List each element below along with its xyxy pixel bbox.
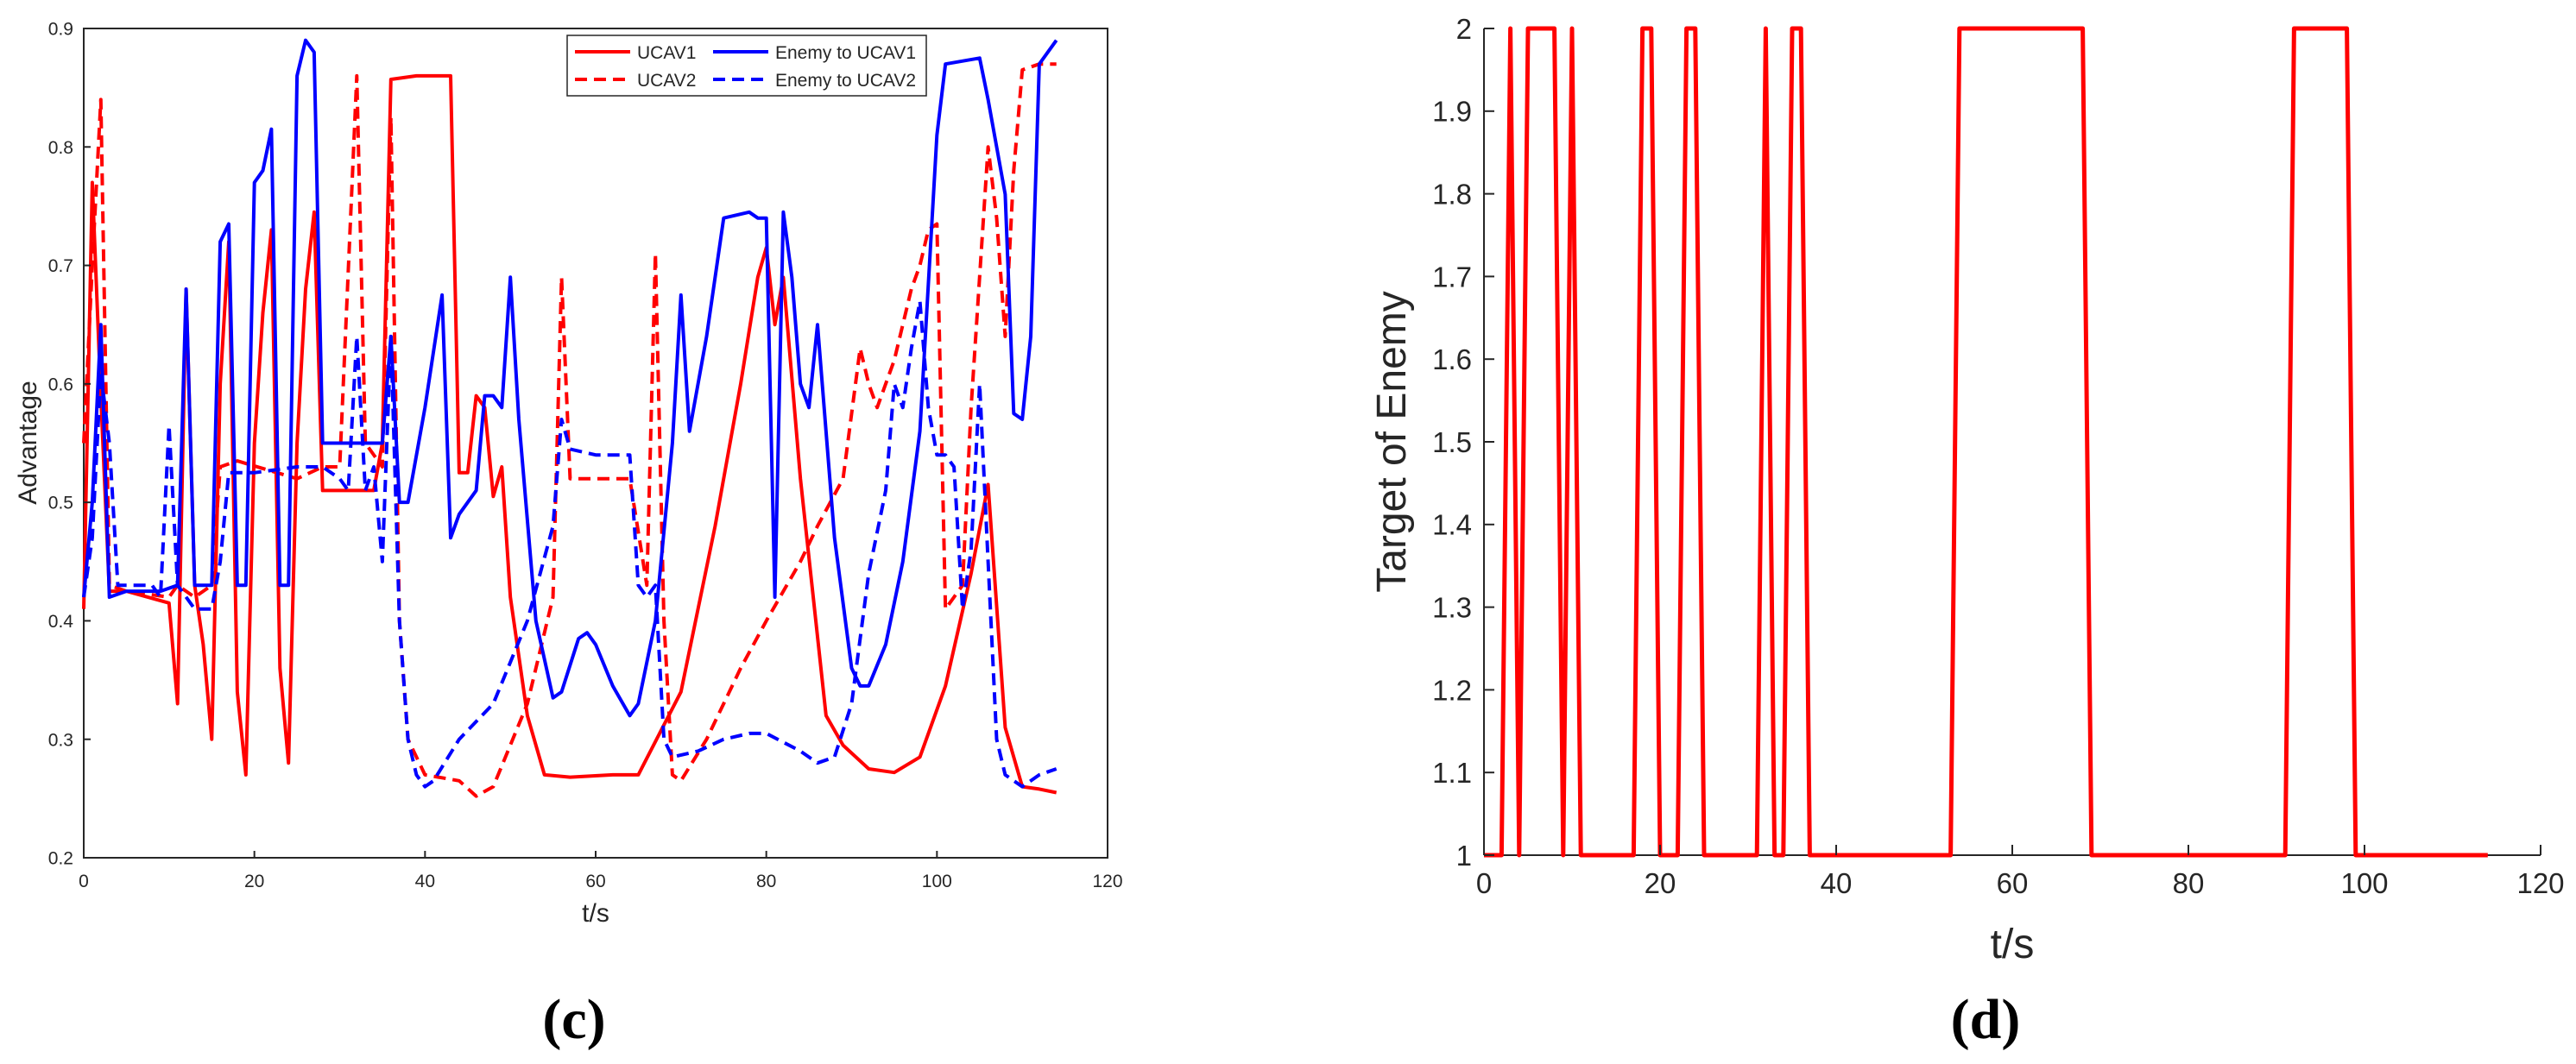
chart-c-y-tick-label: 0.3	[48, 730, 73, 750]
chart-c-series-line-enemy-to-ucav1	[82, 38, 1058, 718]
chart-c-x-tick-label: 100	[922, 872, 952, 891]
legend-label-ucav2: UCAV2	[637, 71, 696, 91]
chart-c-legend-box	[566, 35, 927, 97]
panel-label-c: (c)	[542, 988, 605, 1051]
chart-d-x-tick-label: 20	[1645, 867, 1676, 899]
chart-d-y-tick-label: 1.1	[1432, 757, 1472, 789]
legend-label-enemy-to-ucav1: Enemy to UCAV1	[775, 43, 916, 63]
chart-d-y-tick-label: 1.6	[1432, 343, 1472, 375]
chart-d-x-axis: 0 20 40 60 80 100 120	[1476, 845, 2565, 899]
chart-d-x-tick-label: 40	[1821, 867, 1853, 899]
chart-c-x-axis: 0 20 40 60 80 100 120	[79, 851, 1123, 891]
chart-d-y-tick-label: 1.2	[1432, 674, 1472, 706]
chart-d-y-tick-label: 1.3	[1432, 591, 1472, 623]
chart-c: 0 20 40 60 80 100 120 0.2 0.3 0.4 0.5 0.6 0.7 0.8 0.9…	[14, 20, 1123, 1051]
chart-c-series-group	[82, 38, 1058, 798]
chart-c-y-tick-label: 0.5	[48, 494, 73, 513]
chart-c-y-axis-label: Advantage	[14, 381, 42, 504]
chart-c-y-tick-label: 0.2	[48, 849, 73, 869]
chart-d-y-tick-label: 1.4	[1432, 509, 1472, 541]
chart-c-legend: UCAV1 UCAV2 Enemy to UCAV1 Enemy to UCAV…	[566, 35, 927, 97]
chart-d-x-tick-label: 120	[2516, 867, 2564, 899]
chart-d-y-tick-label: 1.5	[1432, 426, 1472, 458]
chart-d-y-tick-label: 1.9	[1432, 96, 1472, 128]
chart-c-series-line-ucav1	[82, 73, 1058, 795]
chart-c-y-tick-label: 0.7	[48, 256, 73, 276]
chart-c-x-tick-label: 20	[244, 872, 264, 891]
legend-label-enemy-to-ucav2: Enemy to UCAV2	[775, 71, 916, 91]
chart-d-x-tick-label: 60	[1997, 867, 2029, 899]
chart-d: 0 20 40 60 80 100 120 1 1.1 1.2 1.3 1.4 1.5 1.6 1.7 1.…	[1369, 13, 2565, 1051]
chart-d-y-tick-label: 1.8	[1432, 178, 1472, 210]
chart-c-x-tick-label: 40	[415, 872, 435, 891]
chart-c-series-line-ucav2	[82, 62, 1057, 798]
chart-d-x-tick-label: 80	[2173, 867, 2205, 899]
chart-c-x-tick-label: 120	[1092, 872, 1122, 891]
chart-c-y-tick-label: 0.4	[48, 612, 74, 632]
panel-label-d: (d)	[1951, 988, 2021, 1051]
chart-c-x-axis-label: t/s	[582, 899, 609, 928]
legend-label-ucav1: UCAV1	[637, 43, 696, 63]
chart-c-y-tick-label: 0.6	[48, 375, 73, 394]
chart-d-x-axis-label: t/s	[1991, 922, 2035, 967]
chart-c-y-tick-label: 0.8	[48, 138, 73, 158]
chart-c-y-axis: 0.2 0.3 0.4 0.5 0.6 0.7 0.8 0.9	[48, 20, 91, 869]
chart-c-y-tick-label: 0.9	[48, 20, 73, 40]
chart-d-y-axis: 1 1.1 1.2 1.3 1.4 1.5 1.6 1.7 1.8 1.9 2	[1432, 13, 1494, 872]
chart-c-x-tick-label: 0	[79, 872, 89, 891]
chart-d-series-line-target-of-enemy	[1484, 26, 2488, 858]
chart-d-y-tick-label: 1	[1456, 840, 1472, 872]
chart-d-series-group	[1484, 26, 2488, 858]
chart-d-x-tick-label: 100	[2340, 867, 2388, 899]
chart-c-plot-area	[83, 28, 1108, 859]
chart-c-x-tick-label: 80	[756, 872, 776, 891]
chart-d-x-tick-label: 0	[1476, 867, 1492, 899]
chart-c-x-tick-label: 60	[585, 872, 605, 891]
chart-d-y-tick-label: 2	[1456, 13, 1472, 45]
chart-d-y-axis-label: Target of Enemy	[1369, 291, 1415, 593]
chart-d-y-tick-label: 1.7	[1432, 261, 1472, 293]
